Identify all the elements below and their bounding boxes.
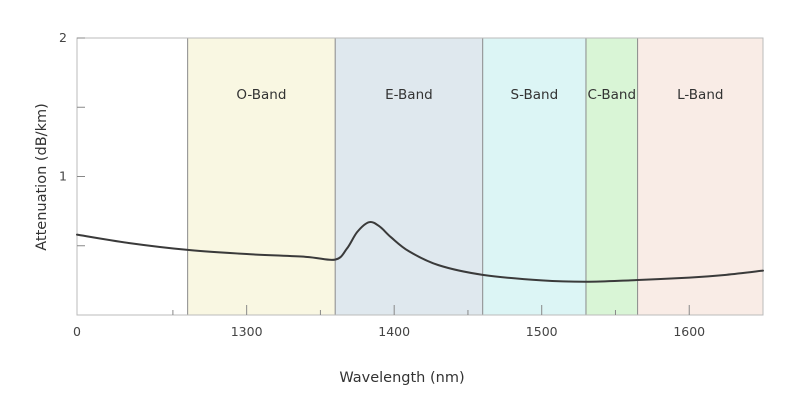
band-e-band (335, 38, 483, 315)
attenuation-curve (76, 221, 764, 283)
x-tick-label: 1300 (231, 324, 263, 339)
band-o-band (187, 38, 336, 315)
y-tick-label: 2 (59, 30, 67, 45)
y-tick-label: 1 (59, 169, 67, 184)
ticks-layer: 0 1300 1400 1500 1600 1 2 (59, 30, 705, 339)
x-tick-label: 0 (73, 324, 81, 339)
band-s-band (482, 38, 586, 315)
series-layer (76, 221, 764, 283)
band-label: E-Band (385, 87, 433, 103)
x-tick-label: 1400 (378, 324, 410, 339)
x-tick-label: 1600 (673, 324, 705, 339)
x-axis-title: Wavelength (nm) (339, 370, 464, 386)
y-axis-title: Attenuation (dB/km) (34, 103, 50, 250)
band-c-band (585, 38, 638, 315)
band-label: S-Band (511, 87, 559, 103)
band-label: C-Band (588, 87, 636, 103)
band-label: L-Band (677, 87, 723, 103)
bands-layer: O-Band E-Band S-Band C-Band L-Band (187, 38, 763, 315)
band-l-band (637, 38, 763, 315)
band-label: O-Band (236, 87, 286, 103)
x-tick-label: 1500 (526, 324, 558, 339)
